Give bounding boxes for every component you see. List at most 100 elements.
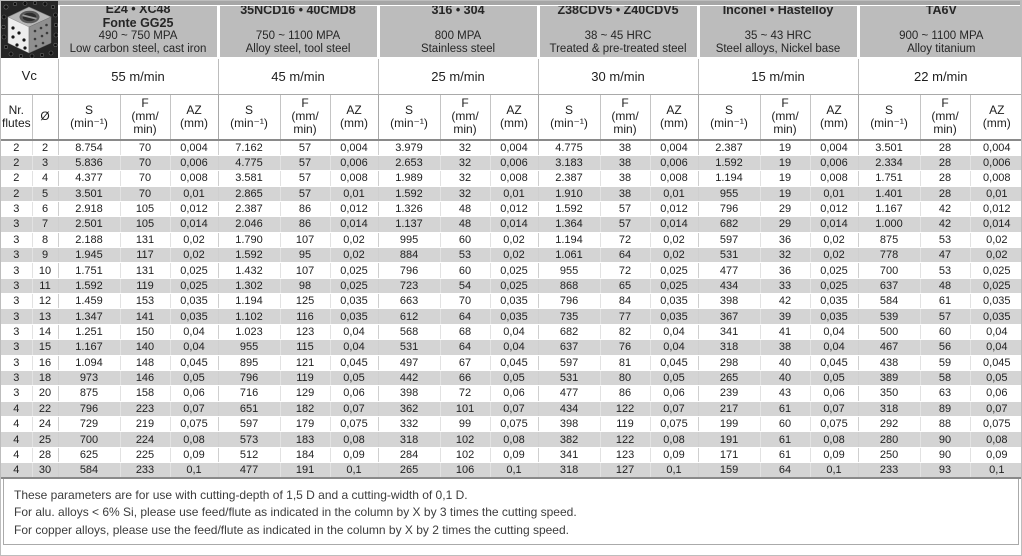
cell-s-1: 1.592 (57, 278, 120, 295)
cell-f-4: 38 (599, 170, 651, 187)
cell-diameter: 13 (31, 308, 58, 325)
table-row: 3 10 1.751 131 0,025 1.432 107 0,025 796 60 0,025 9… (1, 262, 1021, 279)
material-name2: Fonte GG25 (102, 16, 174, 31)
cell-s-1: 2.501 (57, 216, 120, 233)
cell-az-3: 0,06 (489, 385, 539, 402)
cell-f-3: 32 (439, 186, 491, 202)
cell-s-3: 884 (377, 247, 441, 264)
cell-f-4: 57 (599, 216, 651, 233)
cell-f-5: 38 (759, 339, 811, 356)
cell-flutes: 3 (1, 370, 32, 387)
col-header-flutes: Nr. flutes (1, 94, 32, 141)
cell-f-2: 119 (279, 370, 331, 387)
cell-f-4: 122 (599, 431, 651, 448)
cell-f-4: 57 (599, 201, 651, 218)
cell-s-3: 796 (377, 262, 441, 279)
cell-az-5: 0,06 (809, 385, 859, 402)
cell-az-1: 0,014 (169, 216, 219, 233)
cell-s-5: 318 (697, 339, 761, 356)
cell-az-4: 0,02 (649, 247, 699, 264)
cell-s-3: 2.653 (377, 155, 441, 172)
cell-s-5: 199 (697, 416, 761, 433)
table-row: 2 4 4.377 70 0,008 3.581 57 0,008 1.989 32 0,008 2.… (1, 170, 1021, 187)
table-row: 2 2 8.754 70 0,004 7.162 57 0,004 3.979 32 0,004 4.… (1, 140, 1021, 156)
cell-s-6: 778 (857, 247, 921, 264)
cell-az-1: 0,01 (169, 186, 219, 202)
cell-az-5: 0,045 (809, 355, 859, 371)
cell-az-6: 0,04 (969, 324, 1021, 341)
cell-az-6: 0,06 (969, 385, 1021, 402)
cell-az-4: 0,014 (649, 216, 699, 233)
cell-az-2: 0,08 (329, 431, 379, 448)
col-header-s-3: S (min⁻¹) (377, 94, 441, 141)
cell-flutes: 3 (1, 278, 32, 295)
cell-s-6: 350 (857, 385, 921, 402)
material-spec: 800 MPA (434, 29, 482, 42)
cell-az-5: 0,025 (809, 262, 859, 279)
cell-s-6: 500 (857, 324, 921, 341)
cell-s-4: 955 (537, 262, 601, 279)
cell-f-3: 60 (439, 232, 491, 249)
cell-f-1: 150 (119, 324, 170, 341)
table-row: 4 28 625 225 0,09 512 184 0,09 284 102 0,09 341 123 0… (1, 447, 1021, 464)
cell-f-3: 48 (439, 216, 491, 233)
table-row: 4 30 584 233 0,1 477 191 0,1 265 106 0,1 318 127 0,1 1… (1, 462, 1021, 479)
material-header-6: TA6V 900 ~ 1100 MPA Alloy titanium (856, 1, 1021, 59)
col-header-f-1: F (mm/ min) (119, 94, 170, 141)
material-name2 (700, 17, 857, 30)
vc-label: Vc (1, 58, 58, 95)
cell-f-2: 129 (279, 385, 331, 402)
cell-f-4: 38 (599, 186, 651, 202)
col-header-diameter: Ø (31, 94, 58, 141)
table-row: 3 11 1.592 119 0,025 1.302 98 0,025 723 54 0,025 86… (1, 278, 1021, 295)
cell-f-2: 57 (279, 155, 331, 172)
cell-f-3: 106 (439, 462, 491, 479)
cell-f-2: 191 (279, 462, 331, 479)
cell-flutes: 4 (1, 416, 32, 433)
cell-s-1: 8.754 (57, 140, 120, 156)
cell-s-4: 398 (537, 416, 601, 433)
cell-s-6: 2.334 (857, 155, 921, 172)
workpiece-photo (1, 1, 58, 58)
cell-az-3: 0,004 (489, 140, 539, 156)
cell-f-1: 223 (119, 401, 170, 417)
cell-f-5: 40 (759, 355, 811, 371)
cell-az-5: 0,075 (809, 416, 859, 433)
cell-az-5: 0,035 (809, 293, 859, 310)
cell-f-1: 158 (119, 385, 170, 402)
cell-f-3: 102 (439, 447, 491, 464)
cell-f-5: 60 (759, 416, 811, 433)
cell-diameter: 28 (31, 447, 58, 464)
cell-az-2: 0,01 (329, 186, 379, 202)
cell-diameter: 16 (31, 355, 58, 371)
cell-f-6: 59 (919, 355, 971, 371)
cell-az-2: 0,035 (329, 293, 379, 310)
cell-s-5: 239 (697, 385, 761, 402)
cell-s-4: 1.194 (537, 232, 601, 249)
cell-s-5: 171 (697, 447, 761, 464)
cell-s-3: 1.137 (377, 216, 441, 233)
cell-s-4: 3.183 (537, 155, 601, 172)
cell-s-1: 2.188 (57, 232, 120, 249)
material-header-row: E24 • XC48 Fonte GG25 490 ~ 750 MPA Low car… (1, 1, 1021, 59)
cell-az-6: 0,035 (969, 293, 1021, 310)
cell-flutes: 3 (1, 339, 32, 356)
cell-flutes: 2 (1, 140, 32, 156)
cell-az-2: 0,05 (329, 370, 379, 387)
cell-s-2: 1.194 (217, 293, 281, 310)
cell-s-5: 2.387 (697, 140, 761, 156)
cell-s-4: 796 (537, 293, 601, 310)
cell-az-1: 0,012 (169, 201, 219, 218)
cell-az-1: 0,1 (169, 462, 219, 479)
cell-diameter: 11 (31, 278, 58, 295)
cell-az-3: 0,014 (489, 216, 539, 233)
cell-az-3: 0,05 (489, 370, 539, 387)
cell-az-4: 0,04 (649, 324, 699, 341)
cell-s-5: 682 (697, 216, 761, 233)
cell-flutes: 3 (1, 324, 32, 341)
vc-value-4: 30 m/min (537, 58, 699, 95)
cell-f-2: 116 (279, 308, 331, 325)
cell-f-1: 225 (119, 447, 170, 464)
cell-f-5: 19 (759, 186, 811, 202)
cell-az-2: 0,04 (329, 339, 379, 356)
